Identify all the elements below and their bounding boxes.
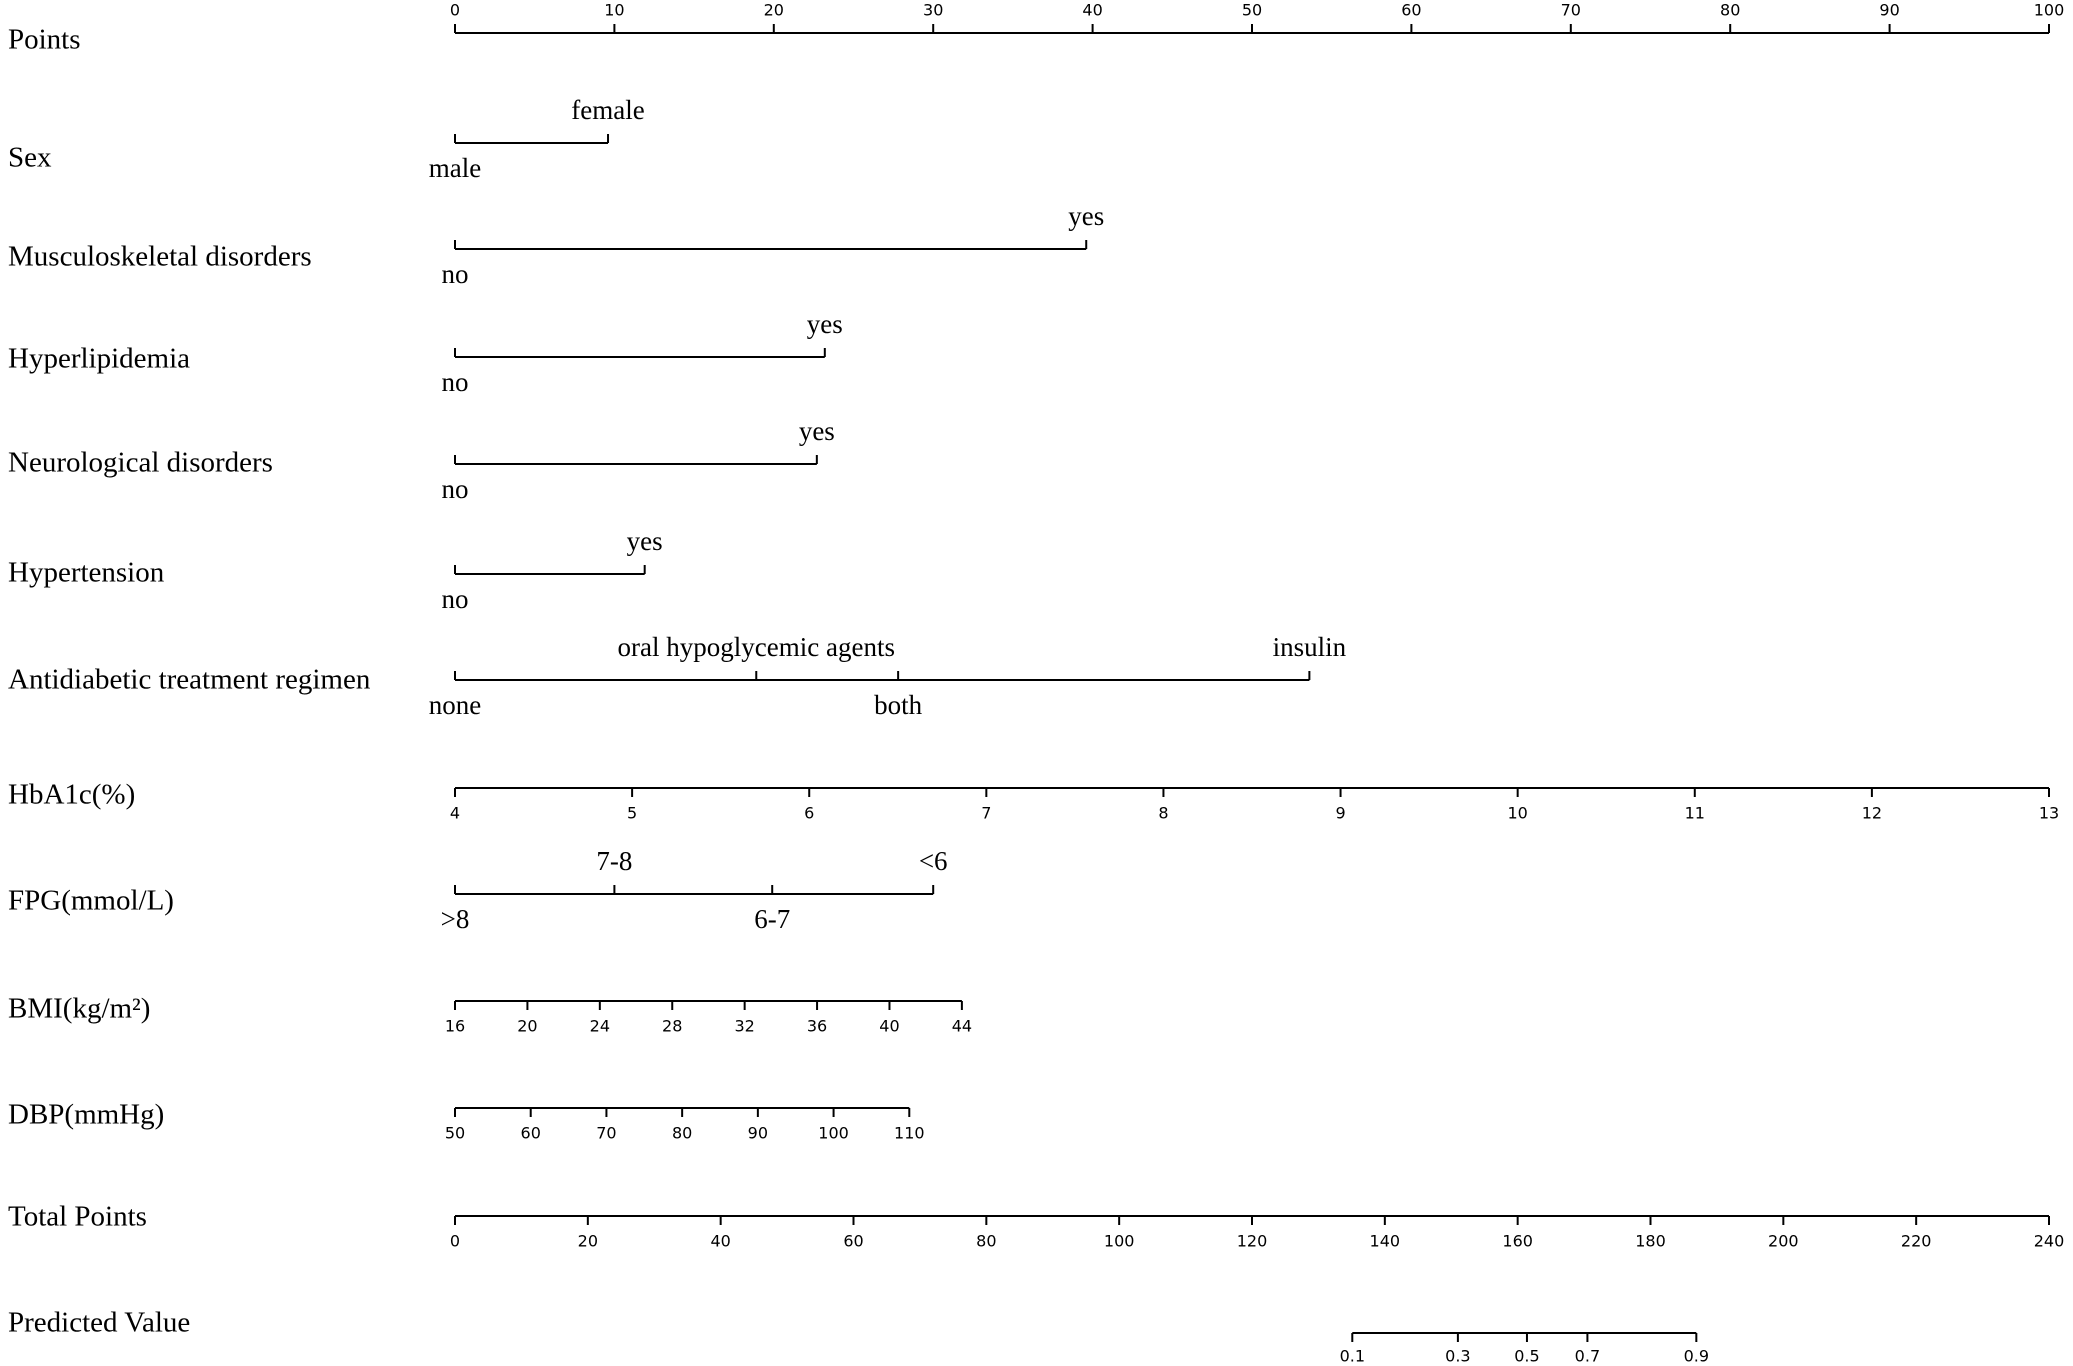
- tick-label: 70: [1561, 1, 1581, 20]
- tick-label: 4: [450, 804, 460, 823]
- tick-label: 10: [604, 1, 624, 20]
- tick-label: 40: [1082, 1, 1102, 20]
- tick-label: 60: [521, 1124, 541, 1143]
- row-label: Hyperlipidemia: [8, 343, 190, 375]
- tick-label: 6: [804, 804, 814, 823]
- tick-label: 0.5: [1514, 1347, 1539, 1366]
- tick-label: 7: [981, 804, 991, 823]
- tick-label: 36: [807, 1017, 827, 1036]
- row-label: FPG(mmol/L): [8, 885, 174, 917]
- level-label: yes: [1068, 201, 1104, 231]
- tick-label: 0: [450, 1232, 460, 1251]
- level-label: 7-8: [596, 846, 632, 876]
- level-label: yes: [807, 309, 843, 339]
- level-label: male: [429, 153, 481, 183]
- tick-label: 8: [1158, 804, 1168, 823]
- level-label: oral hypoglycemic agents: [618, 632, 895, 662]
- tick-label: 100: [2034, 1, 2065, 20]
- tick-label: 13: [2039, 804, 2059, 823]
- tick-label: 12: [1862, 804, 1882, 823]
- tick-label: 10: [1507, 804, 1527, 823]
- level-label: no: [442, 259, 469, 289]
- row-label: DBP(mmHg): [8, 1099, 164, 1131]
- tick-label: 30: [923, 1, 943, 20]
- row-label: Neurological disorders: [8, 447, 273, 479]
- tick-label: 90: [748, 1124, 768, 1143]
- tick-label: 180: [1635, 1232, 1666, 1251]
- tick-label: 40: [879, 1017, 899, 1036]
- row-label: Antidiabetic treatment regimen: [8, 664, 371, 696]
- level-label: <6: [919, 846, 948, 876]
- tick-label: 200: [1768, 1232, 1799, 1251]
- tick-label: 32: [734, 1017, 754, 1036]
- row-label: HbA1c(%): [8, 779, 135, 811]
- tick-label: 0: [450, 1, 460, 20]
- tick-label: 40: [710, 1232, 730, 1251]
- row-label: Total Points: [8, 1201, 147, 1233]
- tick-label: 20: [764, 1, 784, 20]
- level-label: no: [442, 474, 469, 504]
- tick-label: 24: [590, 1017, 610, 1036]
- tick-label: 11: [1685, 804, 1705, 823]
- tick-label: 120: [1237, 1232, 1268, 1251]
- tick-label: 60: [1401, 1, 1421, 20]
- tick-label: 20: [517, 1017, 537, 1036]
- level-label: >8: [441, 904, 470, 934]
- level-label: female: [571, 95, 644, 125]
- level-label: no: [442, 584, 469, 614]
- tick-label: 50: [445, 1124, 465, 1143]
- row-label: Predicted Value: [8, 1307, 190, 1339]
- level-label: insulin: [1273, 632, 1347, 662]
- level-label: no: [442, 367, 469, 397]
- tick-label: 44: [952, 1017, 972, 1036]
- row-label: Points: [8, 24, 81, 56]
- tick-label: 110: [894, 1124, 925, 1143]
- row-label: Sex: [8, 142, 52, 174]
- tick-label: 90: [1879, 1, 1899, 20]
- tick-label: 0.7: [1575, 1347, 1600, 1366]
- tick-label: 240: [2034, 1232, 2065, 1251]
- tick-label: 28: [662, 1017, 682, 1036]
- tick-label: 80: [672, 1124, 692, 1143]
- tick-label: 0.9: [1684, 1347, 1709, 1366]
- tick-label: 220: [1901, 1232, 1932, 1251]
- tick-label: 140: [1370, 1232, 1401, 1251]
- level-label: yes: [799, 416, 835, 446]
- tick-label: 100: [818, 1124, 849, 1143]
- tick-label: 80: [976, 1232, 996, 1251]
- tick-label: 5: [627, 804, 637, 823]
- tick-label: 20: [578, 1232, 598, 1251]
- tick-label: 100: [1104, 1232, 1135, 1251]
- level-label: both: [874, 690, 923, 720]
- tick-label: 70: [596, 1124, 616, 1143]
- tick-label: 160: [1502, 1232, 1533, 1251]
- tick-label: 9: [1335, 804, 1345, 823]
- tick-label: 16: [445, 1017, 465, 1036]
- level-label: yes: [627, 526, 663, 556]
- tick-label: 60: [843, 1232, 863, 1251]
- level-label: none: [429, 690, 482, 720]
- tick-label: 0.3: [1445, 1347, 1470, 1366]
- level-label: 6-7: [754, 904, 790, 934]
- tick-label: 80: [1720, 1, 1740, 20]
- row-label: Hypertension: [8, 557, 165, 589]
- row-label: BMI(kg/m²): [8, 993, 150, 1025]
- row-label: Musculoskeletal disorders: [8, 241, 312, 273]
- tick-label: 50: [1242, 1, 1262, 20]
- tick-label: 0.1: [1340, 1347, 1365, 1366]
